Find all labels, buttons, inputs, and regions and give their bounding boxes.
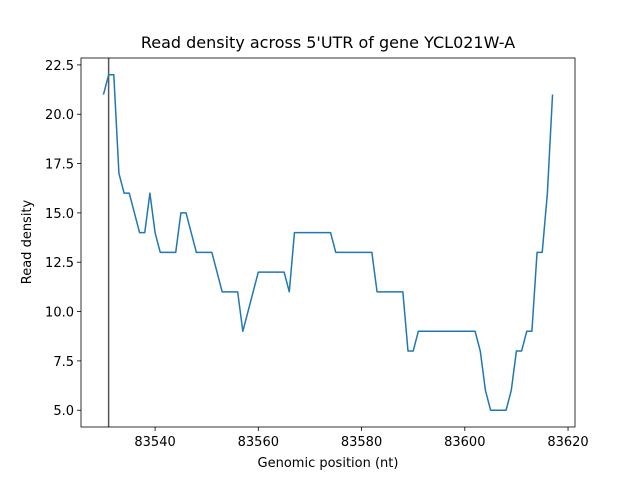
x-tick-label: 83540 — [134, 435, 175, 450]
y-tick-label: 7.5 — [53, 355, 74, 370]
y-tick-label: 5.0 — [53, 404, 74, 419]
x-tick-label: 83560 — [238, 435, 279, 450]
x-axis-label: Genomic position (nt) — [258, 456, 399, 471]
y-axis-label: Read density — [20, 199, 35, 284]
y-tick-label: 12.5 — [45, 256, 74, 271]
y-tick-label: 10.0 — [45, 306, 74, 321]
x-tick-label: 83620 — [547, 435, 588, 450]
data-line — [102, 74, 554, 411]
chart-title: Read density across 5'UTR of gene YCL021… — [141, 33, 515, 52]
x-tick-label: 83600 — [444, 435, 485, 450]
y-tick-label: 15.0 — [45, 207, 74, 222]
y-tick-label: 22.5 — [45, 59, 74, 74]
axes-frame — [80, 57, 576, 428]
y-tick-label: 17.5 — [45, 158, 74, 173]
y-tick-label: 20.0 — [45, 108, 74, 123]
x-tick-label: 83580 — [341, 435, 382, 450]
